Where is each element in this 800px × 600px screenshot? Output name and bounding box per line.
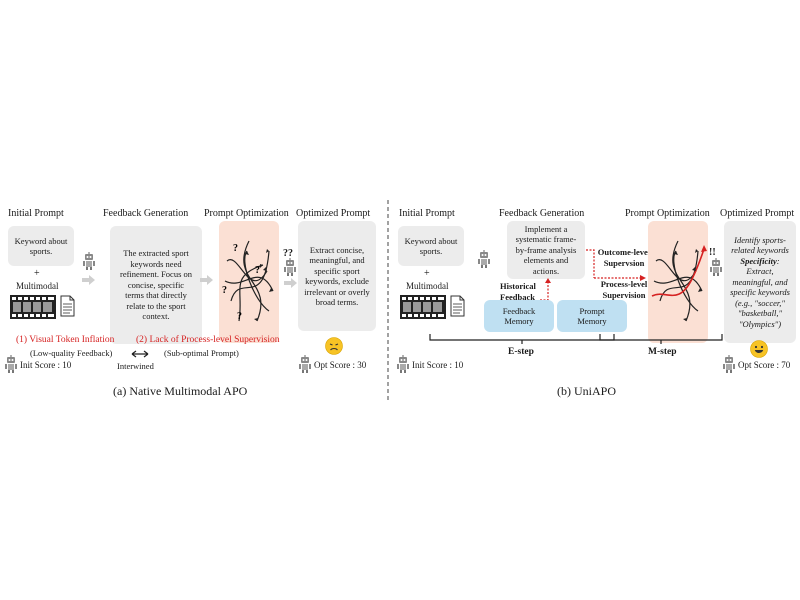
header-feedback-generation: Feedback Generation	[103, 208, 189, 219]
robot-icon	[284, 258, 296, 276]
gray-arrow-icon	[200, 275, 213, 285]
historical-feedback-label: Historical Feedback	[500, 281, 536, 302]
prompt-memory: Prompt Memory	[557, 300, 627, 332]
intertwined-label: Interwined	[117, 361, 154, 371]
outcome-supervision-label: Outcome-level Supervsion	[597, 247, 651, 268]
opt-score: Opt Score : 30	[314, 360, 367, 370]
initial-prompt-box: Keyword about sports.	[8, 226, 74, 266]
init-score: Init Score : 10	[412, 360, 464, 370]
question-mark-icon: ?	[233, 243, 238, 254]
robot-icon	[5, 355, 17, 373]
initial-prompt-text: Keyword about sports.	[404, 235, 458, 257]
e-step-label: E-step	[508, 347, 534, 357]
optimized-line1: Identify sports-related keywords	[731, 234, 789, 256]
issue-suboptimal-prompt: (Sub-optimal Prompt)	[164, 348, 239, 358]
optimized-prompt-text: Extract concise, meaningful, and specifi…	[304, 244, 370, 308]
gray-arrow-icon	[284, 278, 297, 288]
film-strip-icon	[10, 295, 56, 319]
issue-visual-token: (1) Visual Token Inflation	[16, 335, 115, 345]
gray-arrow-icon	[82, 275, 95, 285]
header-optimized-prompt: Optimized Prompt	[720, 208, 795, 219]
guided-arrows-graphic	[651, 240, 707, 322]
feedback-box: The extracted sport keywords need refine…	[110, 226, 202, 344]
feedback-text: Implement a systematic frame-by-frame an…	[515, 223, 577, 276]
panel-divider	[387, 200, 389, 400]
feedback-box: Implement a systematic frame-by-frame an…	[507, 221, 585, 279]
sad-face-icon	[325, 337, 343, 355]
caption-native-apo: (a) Native Multimodal APO	[113, 384, 248, 398]
optimized-prompt-box: Extract concise, meaningful, and specifi…	[298, 221, 376, 331]
prompt-optimization-box	[648, 221, 708, 343]
tangled-arrows-graphic: ? ? ? ?	[222, 240, 274, 322]
happy-face-icon	[750, 340, 768, 358]
step-brackets	[429, 334, 723, 344]
opt-score: Opt Score : 70	[738, 360, 791, 370]
init-score: Init Score : 10	[20, 360, 72, 370]
question-mark-icon: ?	[255, 265, 260, 276]
question-marks: ??	[283, 248, 293, 259]
multimodal-label: Multimodal	[16, 281, 59, 291]
initial-prompt-text: Keyword about sports.	[14, 235, 68, 257]
feedback-text: The extracted sport keywords need refine…	[120, 248, 192, 322]
robot-icon	[710, 258, 722, 276]
plus-sign: +	[34, 268, 40, 279]
feedback-memory-label: Feedback Memory	[502, 306, 536, 326]
prompt-optimization-box: ? ? ? ?	[219, 221, 279, 343]
document-icon	[60, 295, 75, 317]
optimized-specificity: Specificity	[740, 255, 777, 266]
initial-prompt-box: Keyword about sports.	[398, 226, 464, 266]
caption-uniapo: (b) UniAPO	[557, 384, 616, 398]
multimodal-label: Multimodal	[406, 281, 449, 291]
header-initial-prompt: Initial Prompt	[399, 208, 455, 219]
question-mark-icon: ?	[237, 311, 242, 322]
optimized-prompt-box: Identify sports-related keywords Specifi…	[724, 221, 796, 343]
robot-icon	[723, 355, 735, 373]
optimized-line2: : Extract, meaningful, and specific keyw…	[730, 255, 790, 329]
film-strip-icon	[400, 295, 446, 319]
header-initial-prompt: Initial Prompt	[8, 208, 64, 219]
process-supervision-label: Process-level Supervision	[600, 279, 648, 300]
historical-feedback-arrow	[540, 278, 551, 301]
question-mark-icon: ?	[222, 285, 227, 296]
robot-icon	[478, 250, 490, 268]
robot-icon	[299, 355, 311, 373]
prompt-memory-label: Prompt Memory	[577, 306, 607, 326]
feedback-memory: Feedback Memory	[484, 300, 554, 332]
exclaim-marks: !!	[709, 247, 716, 258]
double-arrow-icon	[131, 350, 149, 358]
header-prompt-optimization: Prompt Optimization	[204, 208, 289, 219]
issue-low-quality-feedback: (Low-quality Feedback)	[30, 348, 113, 358]
header-optimized-prompt: Optimized Prompt	[296, 208, 371, 219]
header-feedback-generation: Feedback Generation	[499, 208, 585, 219]
supervision-arrows	[586, 249, 646, 281]
m-step-label: M-step	[648, 347, 677, 357]
plus-sign: +	[424, 268, 430, 279]
header-prompt-optimization: Prompt Optimization	[625, 208, 710, 219]
robot-icon	[83, 252, 95, 270]
issue-process-supervision: (2) Lack of Process-level Supervision	[136, 335, 280, 345]
optimized-prompt-text: Identify sports-related keywords Specifi…	[728, 235, 792, 330]
document-icon	[450, 295, 465, 317]
robot-icon	[397, 355, 409, 373]
